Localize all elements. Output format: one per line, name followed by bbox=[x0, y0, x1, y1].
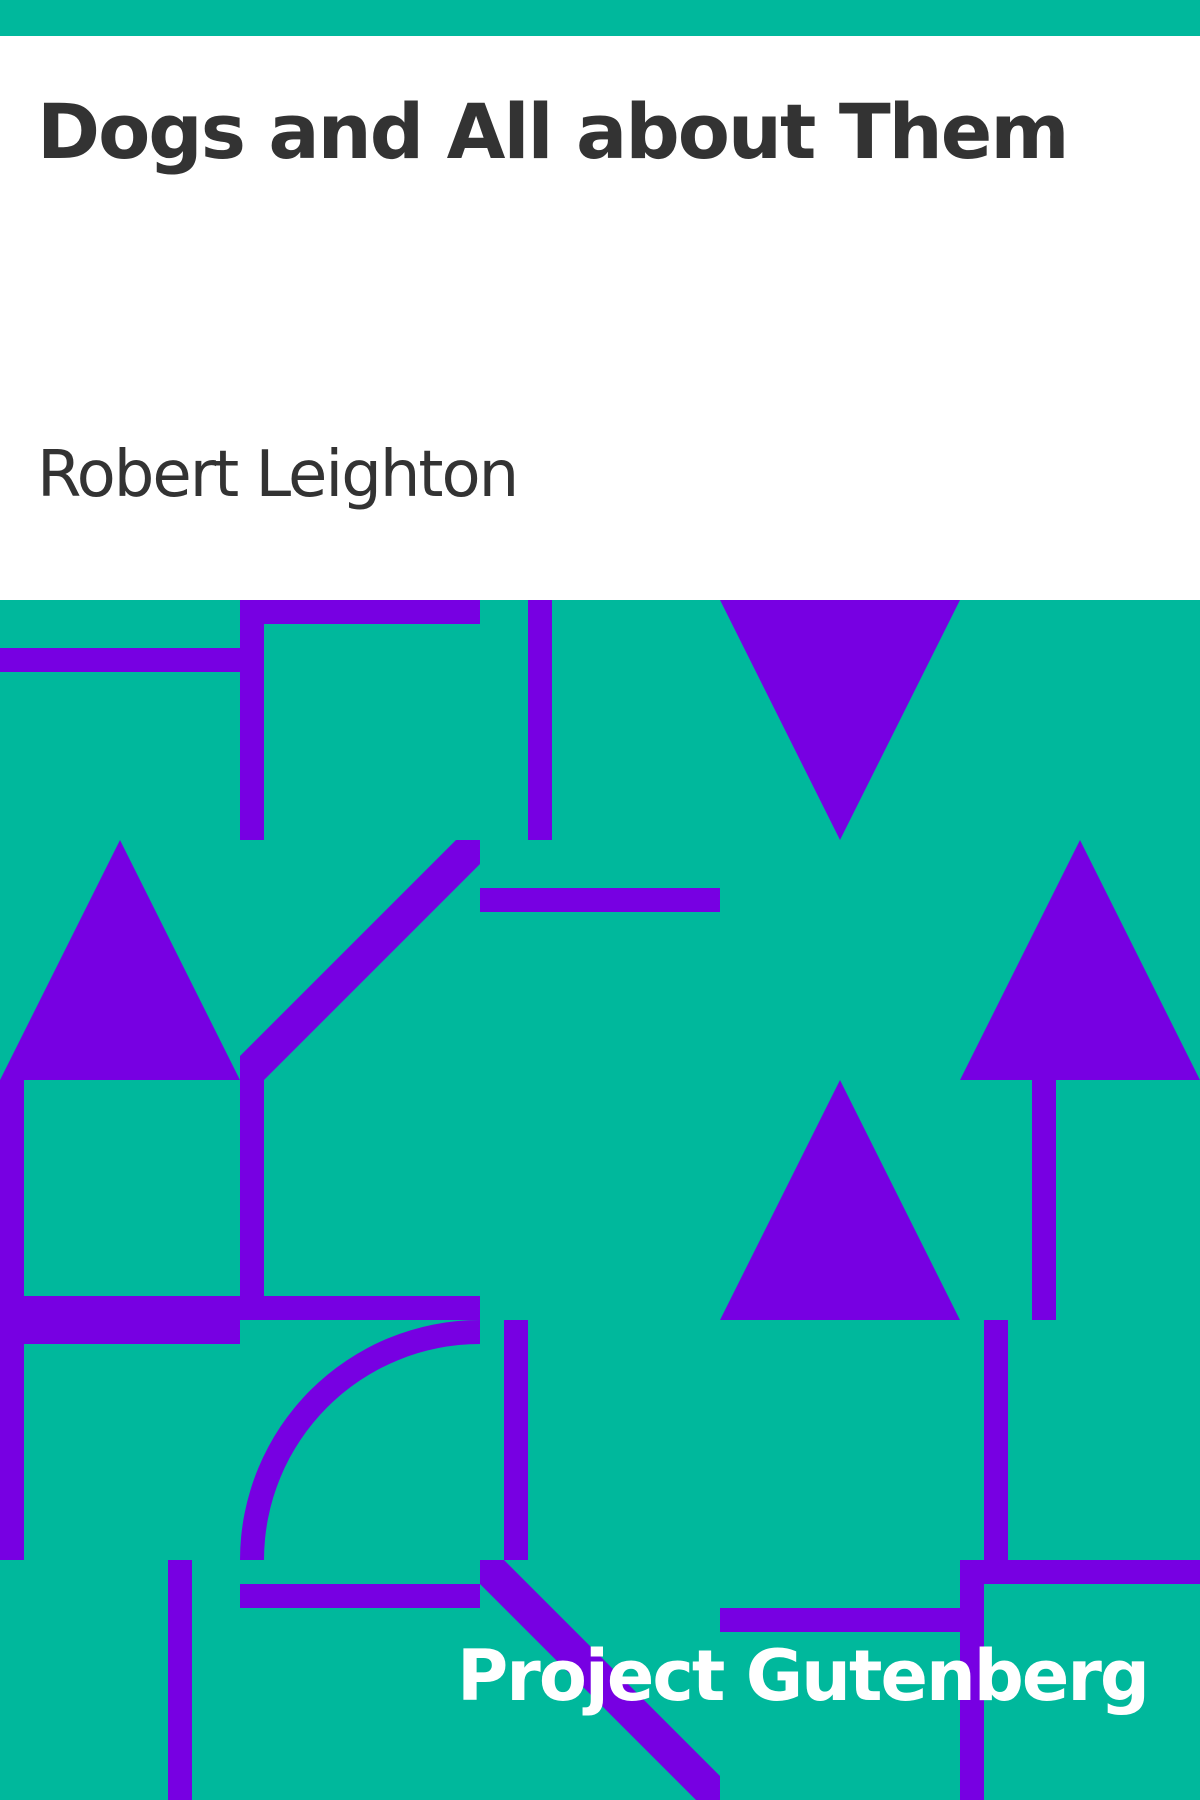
pattern-shape bbox=[720, 600, 960, 840]
pattern-shape bbox=[480, 1560, 720, 1800]
pattern-shape bbox=[0, 840, 240, 1080]
pattern-shape bbox=[504, 1320, 528, 1560]
pattern-shape bbox=[168, 1560, 192, 1800]
pattern-shape bbox=[240, 840, 480, 1080]
book-title: Dogs and All about Them bbox=[37, 87, 1070, 176]
pattern-shape bbox=[984, 1320, 1008, 1560]
title-area bbox=[0, 36, 1200, 600]
pattern-shape bbox=[960, 1560, 1200, 1584]
top-color-band bbox=[0, 0, 1200, 36]
pattern-shape bbox=[960, 840, 1200, 1080]
pattern-shape bbox=[240, 600, 264, 840]
pattern-shape bbox=[240, 1320, 480, 1560]
pattern-shape bbox=[0, 1320, 240, 1344]
publisher-name: Project Gutenberg bbox=[457, 1635, 1150, 1717]
cover-pattern bbox=[0, 600, 1200, 1800]
pattern-shape bbox=[528, 600, 552, 840]
pattern-shape bbox=[720, 1608, 960, 1632]
pattern-shape bbox=[0, 1296, 480, 1320]
pattern-shape bbox=[960, 1560, 984, 1800]
pattern-shape bbox=[1032, 1080, 1056, 1320]
pattern-shape bbox=[480, 888, 720, 912]
pattern-shape bbox=[240, 600, 480, 624]
pattern-shape bbox=[720, 1080, 960, 1320]
pattern-shape bbox=[0, 648, 240, 672]
book-author: Robert Leighton bbox=[37, 438, 519, 512]
pattern-background bbox=[0, 600, 1200, 1800]
pattern-shape bbox=[240, 1584, 480, 1608]
pattern-shape bbox=[240, 1080, 264, 1320]
